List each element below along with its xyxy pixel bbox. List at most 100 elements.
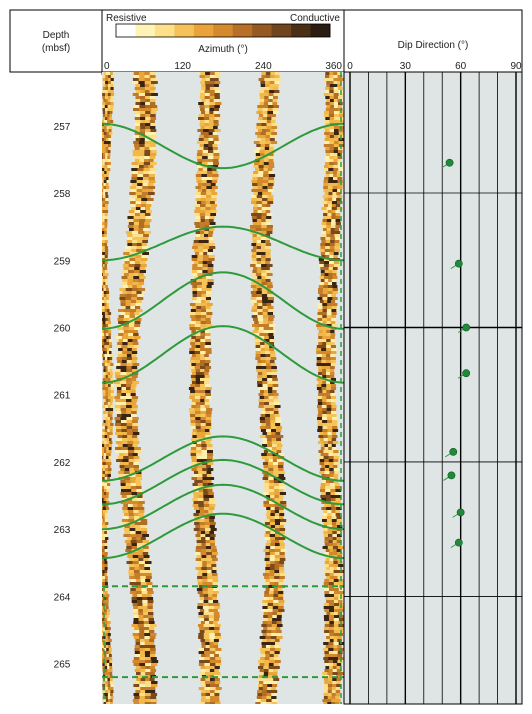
image-strip-cell xyxy=(139,267,146,270)
image-strip-cell xyxy=(148,615,154,618)
image-strip-cell xyxy=(327,297,333,300)
image-strip-cell xyxy=(274,519,281,522)
image-strip-cell xyxy=(102,312,106,315)
image-strip-cell xyxy=(213,150,220,153)
image-strip-cell xyxy=(326,369,331,372)
image-strip-cell xyxy=(333,153,338,156)
image-strip-cell xyxy=(102,141,105,144)
image-strip-cell xyxy=(203,600,209,603)
image-strip-cell xyxy=(332,180,339,183)
image-strip-cell xyxy=(207,282,214,285)
image-strip-cell xyxy=(109,339,113,342)
image-strip-cell xyxy=(265,132,272,135)
image-strip-cell xyxy=(211,204,217,207)
image-strip-cell xyxy=(194,351,201,354)
image-strip-cell xyxy=(275,540,280,543)
image-strip-cell xyxy=(116,390,122,393)
image-strip-cell xyxy=(145,108,152,111)
image-strip-cell xyxy=(200,132,206,135)
image-strip-cell xyxy=(99,612,102,615)
image-strip-cell xyxy=(141,255,148,258)
image-strip-cell xyxy=(326,393,331,396)
image-strip-cell xyxy=(330,321,336,324)
image-strip-cell xyxy=(316,345,322,348)
image-strip-cell xyxy=(322,372,327,375)
image-strip-cell xyxy=(322,399,327,402)
image-strip-cell xyxy=(212,132,218,135)
image-strip-cell xyxy=(251,195,258,198)
image-strip-cell xyxy=(141,588,148,591)
image-strip-cell xyxy=(116,411,122,414)
image-strip-cell xyxy=(261,252,266,255)
image-strip-cell xyxy=(131,546,138,549)
image-strip-cell xyxy=(102,597,104,600)
image-strip-cell xyxy=(110,699,113,702)
image-strip-cell xyxy=(269,522,276,525)
image-strip-cell xyxy=(105,114,108,117)
image-strip-cell xyxy=(324,204,329,207)
image-strip-cell xyxy=(196,468,203,471)
image-strip-cell xyxy=(105,597,109,600)
image-strip-cell xyxy=(326,498,332,501)
image-strip-cell xyxy=(328,126,335,129)
image-strip-cell xyxy=(332,285,338,288)
image-strip-cell xyxy=(190,360,196,363)
image-strip-cell xyxy=(262,300,269,303)
image-strip-cell xyxy=(105,600,109,603)
image-strip-cell xyxy=(195,567,202,570)
image-strip-cell xyxy=(333,468,339,471)
image-strip-cell xyxy=(328,675,333,678)
image-strip-cell xyxy=(211,570,217,573)
image-strip-cell xyxy=(334,471,340,474)
image-strip-cell xyxy=(265,243,272,246)
image-strip-cell xyxy=(324,471,330,474)
image-strip-cell xyxy=(279,492,286,495)
image-strip-cell xyxy=(130,540,138,543)
image-strip-cell xyxy=(105,639,109,642)
image-strip-cell xyxy=(102,81,106,84)
image-strip-cell xyxy=(205,318,211,321)
image-strip-cell xyxy=(266,207,271,210)
image-strip-cell xyxy=(210,198,217,201)
image-strip-cell xyxy=(204,381,209,384)
image-strip-cell xyxy=(103,291,107,294)
image-strip-cell xyxy=(102,129,105,132)
image-strip-cell xyxy=(102,570,105,573)
image-strip-cell xyxy=(269,654,275,657)
image-strip-cell xyxy=(319,438,325,441)
image-strip-cell xyxy=(329,153,335,156)
image-strip-cell xyxy=(270,420,276,423)
image-strip-cell xyxy=(107,162,111,165)
image-strip-cell xyxy=(322,393,327,396)
image-strip-cell xyxy=(142,252,149,255)
image-strip-cell xyxy=(200,666,206,669)
image-strip-cell xyxy=(128,570,135,573)
image-strip-cell xyxy=(209,660,216,663)
image-strip-cell xyxy=(271,696,277,699)
image-strip-cell xyxy=(188,408,196,411)
image-strip-cell xyxy=(193,513,200,516)
image-strip-cell xyxy=(329,150,335,153)
image-strip-cell xyxy=(145,576,152,579)
image-strip-cell xyxy=(206,465,211,468)
image-strip-cell xyxy=(138,615,144,618)
image-strip-cell xyxy=(126,546,133,549)
image-strip-cell xyxy=(318,336,323,339)
image-strip-cell xyxy=(209,657,216,660)
image-strip-cell xyxy=(199,135,205,138)
image-strip-cell xyxy=(261,228,268,231)
image-strip-cell xyxy=(275,417,281,420)
image-strip-cell xyxy=(103,285,106,288)
image-strip-cell xyxy=(114,372,121,375)
image-strip-cell xyxy=(331,510,336,513)
image-strip-cell xyxy=(151,663,158,666)
image-strip-cell xyxy=(339,114,344,117)
image-strip-cell xyxy=(200,120,205,123)
image-strip-cell xyxy=(190,390,196,393)
image-strip-cell xyxy=(214,606,221,609)
image-x-tick-label: 240 xyxy=(255,61,272,72)
image-strip-cell xyxy=(135,483,142,486)
image-strip-cell xyxy=(324,564,330,567)
image-strip-cell xyxy=(337,162,343,165)
image-strip-cell xyxy=(272,450,277,453)
